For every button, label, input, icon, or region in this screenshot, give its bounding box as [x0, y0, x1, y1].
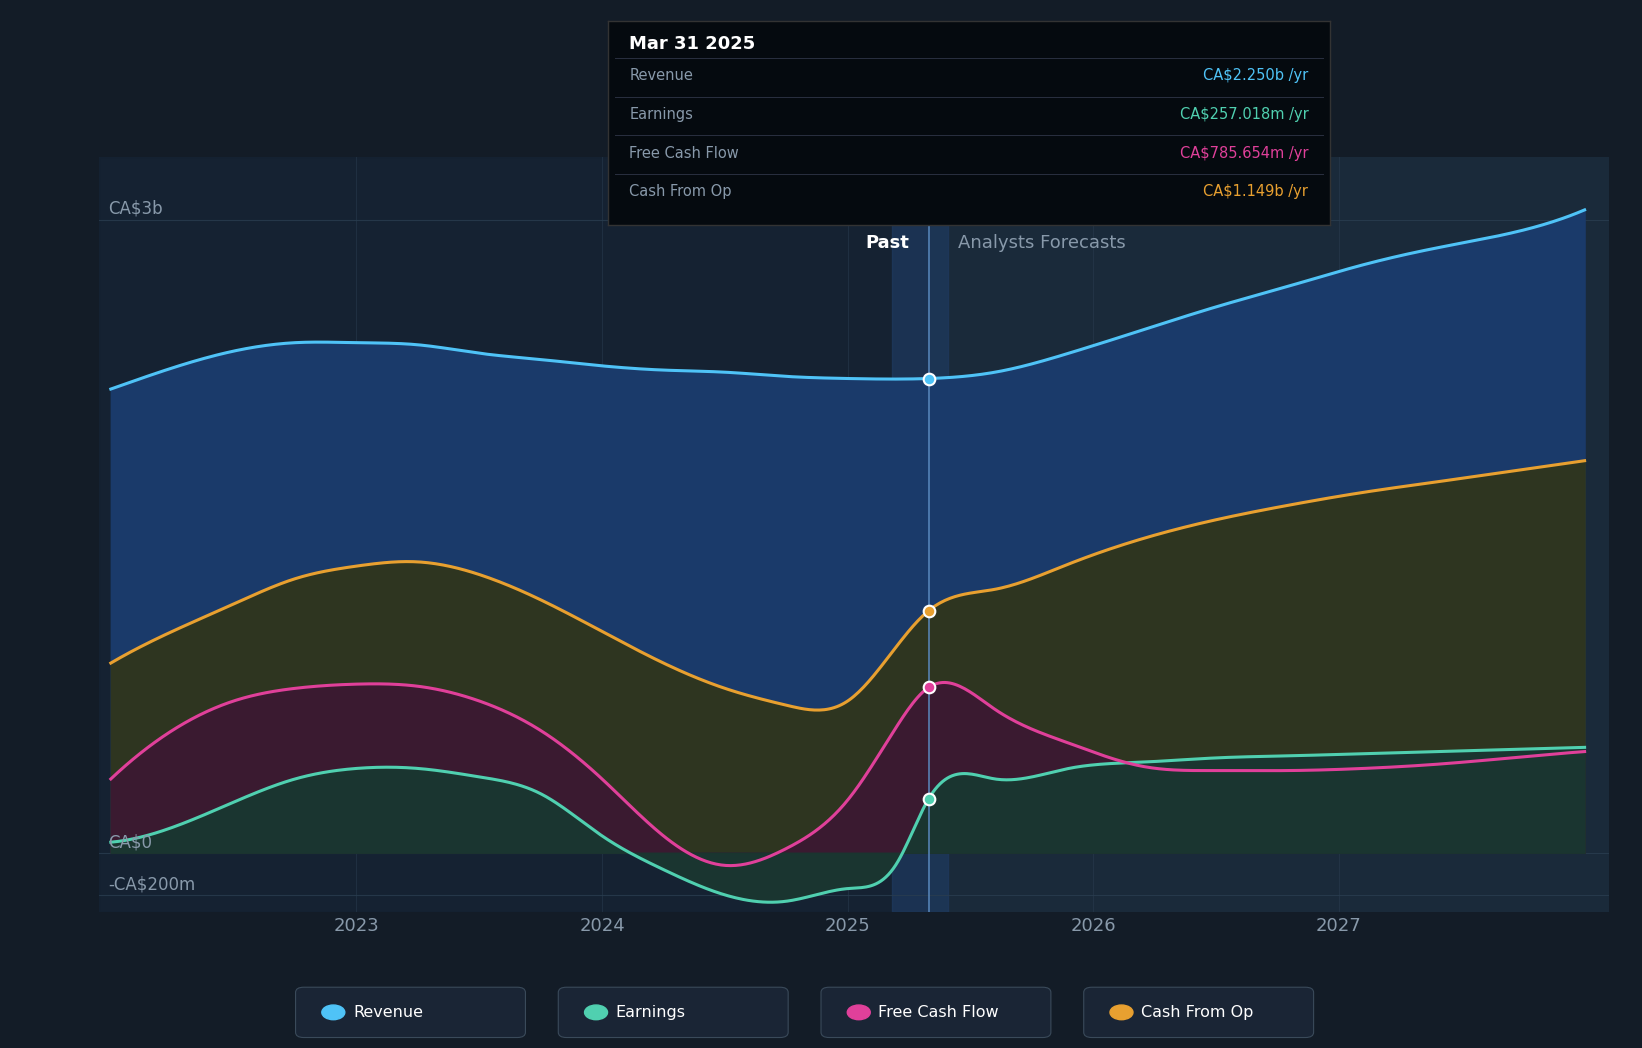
Text: -CA$200m: -CA$200m	[108, 876, 195, 894]
Text: CA$257.018m /yr: CA$257.018m /yr	[1179, 107, 1309, 122]
Text: Revenue: Revenue	[353, 1005, 424, 1020]
Point	[916, 679, 943, 696]
Bar	[892, 157, 949, 912]
Text: Analysts Forecasts: Analysts Forecasts	[959, 234, 1126, 252]
Text: Mar 31 2025: Mar 31 2025	[629, 36, 755, 53]
Text: Free Cash Flow: Free Cash Flow	[629, 146, 739, 160]
Text: Earnings: Earnings	[629, 107, 693, 122]
Text: Revenue: Revenue	[629, 68, 693, 83]
Text: Past: Past	[865, 234, 910, 252]
Text: CA$1.149b /yr: CA$1.149b /yr	[1204, 184, 1309, 199]
Text: CA$785.654m /yr: CA$785.654m /yr	[1181, 146, 1309, 160]
Text: CA$3b: CA$3b	[108, 199, 163, 217]
Point	[916, 790, 943, 807]
Bar	[99, 157, 929, 912]
Text: Free Cash Flow: Free Cash Flow	[878, 1005, 998, 1020]
Text: Cash From Op: Cash From Op	[629, 184, 732, 199]
Text: Cash From Op: Cash From Op	[1141, 1005, 1253, 1020]
Point	[916, 370, 943, 387]
Text: Earnings: Earnings	[616, 1005, 686, 1020]
Point	[916, 603, 943, 619]
Text: CA$2.250b /yr: CA$2.250b /yr	[1204, 68, 1309, 83]
Text: CA$0: CA$0	[108, 834, 153, 852]
